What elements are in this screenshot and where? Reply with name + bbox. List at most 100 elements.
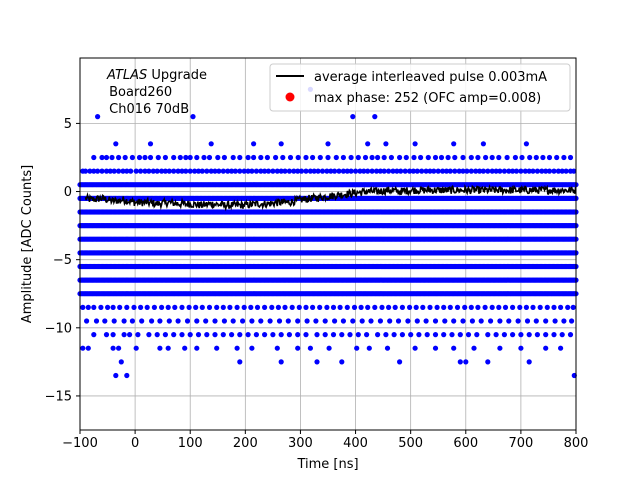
data-point xyxy=(496,154,502,161)
data-point xyxy=(253,332,259,338)
data-point xyxy=(315,168,321,174)
data-point xyxy=(91,154,97,161)
data-point xyxy=(552,318,558,324)
data-point xyxy=(172,304,178,310)
data-point xyxy=(388,154,394,161)
data-point xyxy=(565,304,571,310)
data-point xyxy=(270,168,276,174)
data-point xyxy=(471,345,477,351)
data-point xyxy=(383,332,389,338)
data-point xyxy=(295,332,301,338)
y-tick-label: −15 xyxy=(45,389,72,404)
data-point xyxy=(407,168,413,174)
data-point xyxy=(237,154,243,161)
data-point xyxy=(121,318,127,324)
data-point xyxy=(322,318,328,324)
data-point xyxy=(475,304,481,310)
data-point xyxy=(442,318,448,324)
data-point xyxy=(131,304,137,310)
data-point xyxy=(216,168,222,174)
data-point xyxy=(554,154,560,161)
data-point xyxy=(237,359,243,365)
data-point xyxy=(485,168,491,174)
data-point xyxy=(488,318,494,324)
data-point xyxy=(166,318,172,324)
data-point xyxy=(183,168,189,174)
data-point xyxy=(530,304,536,310)
data-point xyxy=(403,154,409,161)
data-point xyxy=(225,168,231,174)
data-point xyxy=(381,154,387,161)
data-point xyxy=(350,114,356,120)
data-point xyxy=(127,332,133,338)
x-tick-label: 0 xyxy=(131,436,139,451)
data-point xyxy=(432,332,439,338)
data-point xyxy=(493,168,499,174)
data-point xyxy=(449,332,455,338)
data-point xyxy=(497,168,503,174)
data-point xyxy=(154,168,160,174)
data-point xyxy=(121,332,127,338)
data-point xyxy=(212,168,218,174)
data-point xyxy=(212,318,218,324)
data-point xyxy=(475,154,481,161)
data-point xyxy=(328,168,334,174)
data-point xyxy=(199,304,205,310)
data-point xyxy=(454,304,461,310)
data-point xyxy=(344,304,350,310)
data-point xyxy=(128,168,134,174)
data-point xyxy=(447,168,453,174)
data-point xyxy=(513,168,520,174)
data-point xyxy=(362,154,369,161)
data-point xyxy=(567,154,574,161)
data-point xyxy=(559,168,565,174)
data-point xyxy=(457,332,463,338)
data-point xyxy=(110,345,116,351)
average-pulse-line xyxy=(84,183,577,212)
data-point xyxy=(84,318,90,324)
annotation-channel: Ch016 70dB xyxy=(105,102,189,117)
data-point xyxy=(381,168,387,174)
data-point xyxy=(230,318,236,324)
data-point xyxy=(307,345,313,351)
data-point xyxy=(230,154,236,161)
data-point xyxy=(116,154,122,161)
data-point xyxy=(274,345,280,351)
data-point xyxy=(166,168,172,174)
data-point xyxy=(220,332,226,338)
data-point xyxy=(109,154,115,161)
data-point xyxy=(317,304,323,310)
data-point xyxy=(157,345,163,351)
data-point xyxy=(147,141,154,147)
legend: average interleaved pulse 0.003mA max ph… xyxy=(269,63,571,112)
data-point xyxy=(407,304,413,310)
data-point xyxy=(451,345,457,351)
data-point xyxy=(325,141,331,147)
data-point xyxy=(129,154,135,161)
data-point xyxy=(135,332,141,338)
y-tick-label: 0 xyxy=(64,185,72,200)
data-point xyxy=(286,332,292,338)
data-point xyxy=(155,154,161,161)
data-points xyxy=(77,86,579,379)
data-point xyxy=(307,168,313,174)
data-point xyxy=(440,168,446,174)
data-point xyxy=(333,154,339,161)
data-point xyxy=(82,168,89,174)
data-point xyxy=(229,332,235,338)
data-point xyxy=(214,345,220,351)
data-point xyxy=(357,168,363,174)
data-point xyxy=(303,304,309,310)
data-point xyxy=(348,154,354,161)
data-point xyxy=(533,154,539,161)
data-point xyxy=(561,318,567,324)
data-point xyxy=(111,318,117,324)
data-point xyxy=(215,154,221,161)
data-point xyxy=(540,154,546,161)
data-point xyxy=(530,168,536,174)
data-point xyxy=(171,168,177,174)
data-point xyxy=(289,304,295,310)
data-point xyxy=(245,154,251,161)
grid xyxy=(79,58,577,430)
